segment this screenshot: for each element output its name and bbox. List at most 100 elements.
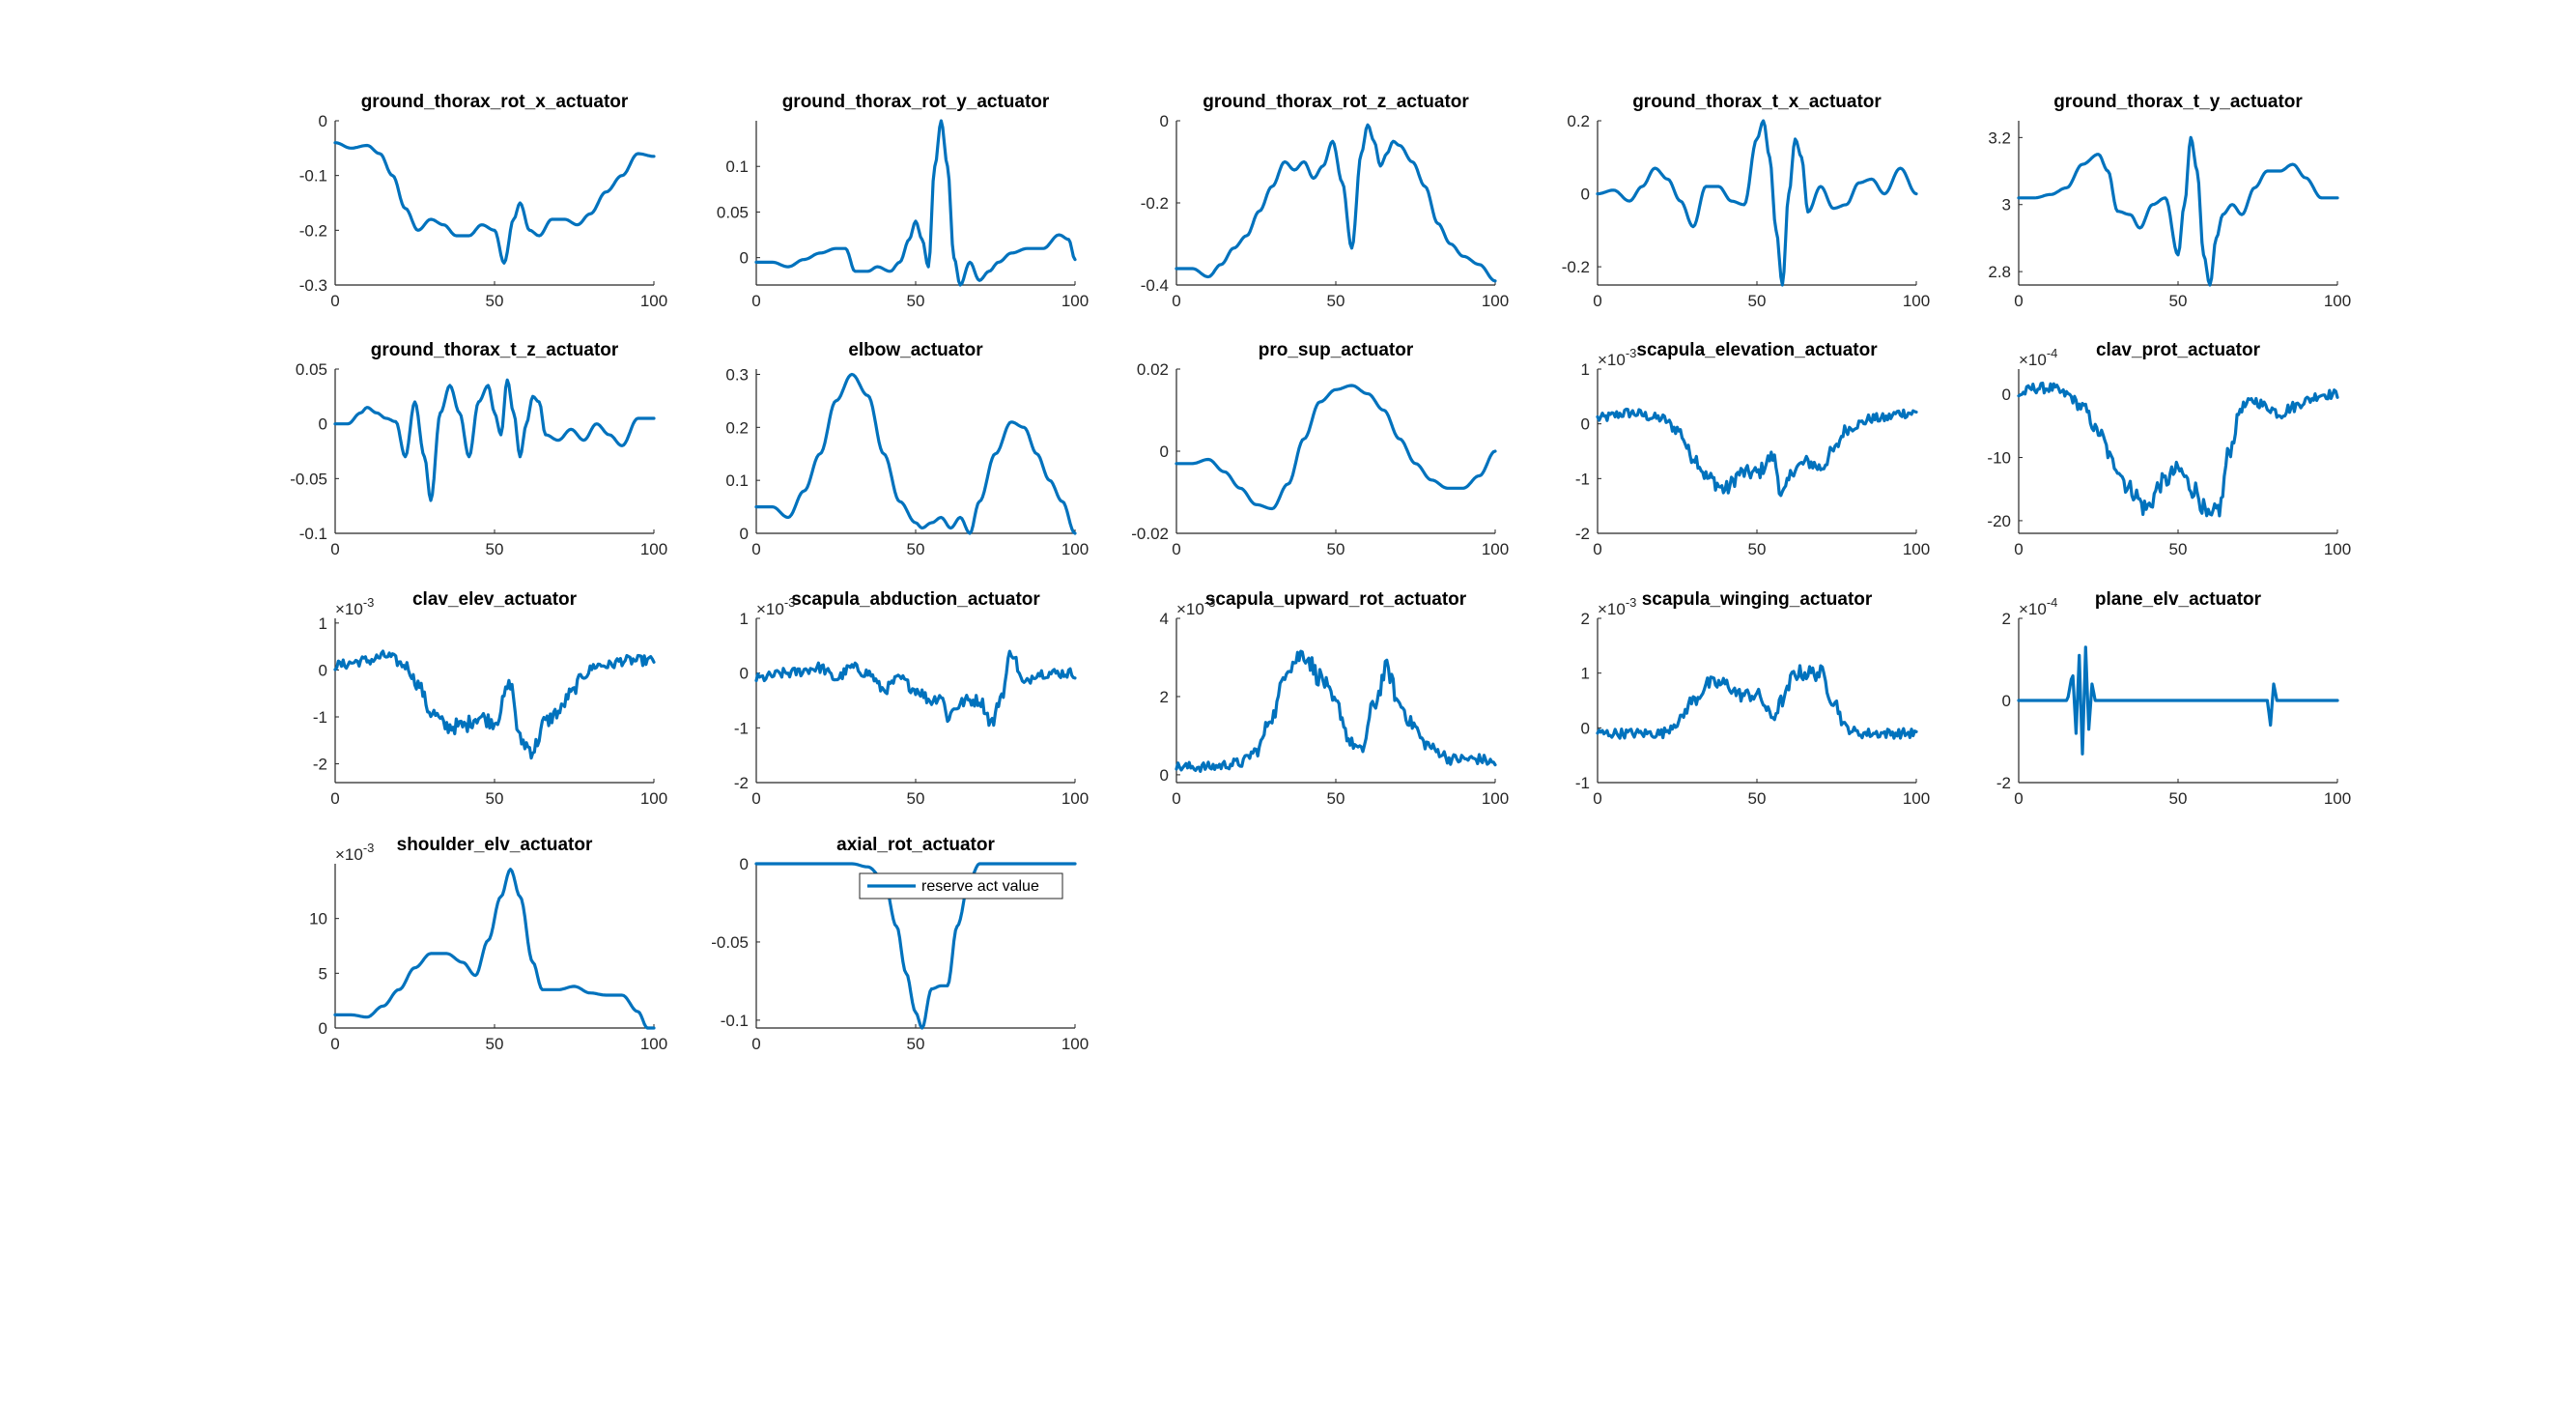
y-tick-label: 0.1 [725,471,749,490]
y-tick-label: 3.2 [1988,129,2011,147]
axis-exponent-label: ×10-3 [1176,595,1215,618]
subplot: ground_thorax_t_z_actuator 0 50 100 -0.1 -0.0… [290,340,667,558]
y-tick-label: 2 [1581,610,1590,628]
subplot: shoulder_elv_actuator 0 50 100 0 5 10 ×10-3 [309,835,667,1053]
x-tick-label: 100 [1903,292,1930,310]
x-tick-label: 100 [1482,540,1509,558]
y-tick-label: 0 [319,1019,327,1038]
x-tick-label: 0 [2014,540,2023,558]
subplot-title: pro_sup_actuator [1259,340,1414,360]
y-tick-label: -0.2 [1141,194,1169,213]
subplot: ground_thorax_t_y_actuator 0 50 100 2.8 3 3.2 [1988,92,2351,310]
y-tick-label: 0.2 [725,418,749,437]
x-tick-label: 100 [2324,540,2351,558]
y-tick-label: -0.02 [1131,525,1169,543]
x-tick-label: 0 [751,1035,760,1053]
y-tick-label: -1 [734,719,749,737]
subplot: clav_elev_actuator 0 50 100 -2 -1 0 1 ×10-3 [313,589,667,808]
series-line [2017,381,2339,518]
subplot: clav_prot_actuator 0 50 100 -20 -10 0 ×10-4 [1987,340,2351,558]
x-tick-label: 50 [1327,292,1345,310]
y-tick-label: 4 [1160,610,1169,628]
x-tick-label: 100 [1903,540,1930,558]
y-tick-label: -1 [313,708,327,727]
x-tick-label: 50 [907,292,925,310]
y-tick-label: 0 [1581,186,1590,204]
y-tick-label: 5 [319,964,327,983]
series-line [333,378,656,502]
subplot-title: scapula_upward_rot_actuator [1205,589,1467,610]
subplot: axial_rot_actuator 0 50 100 -0.1 -0.05 0 reserv… [711,835,1089,1053]
axis-exponent-label: ×10-3 [1598,595,1636,618]
y-tick-label: 0 [319,415,327,434]
y-tick-label: -0.3 [299,276,327,295]
y-tick-label: 1 [740,610,749,628]
x-tick-label: 100 [1062,1035,1089,1053]
x-tick-label: 100 [1062,789,1089,808]
subplot-title: clav_elev_actuator [412,589,578,610]
y-tick-label: 0 [740,855,749,873]
y-tick-label: -0.1 [299,167,327,186]
subplot-title: ground_thorax_rot_z_actuator [1203,92,1469,112]
subplot-title: elbow_actuator [848,340,983,360]
axis-exponent-label: ×10-3 [335,841,374,864]
x-tick-label: 0 [1593,292,1601,310]
y-tick-label: 0 [740,249,749,268]
subplot: scapula_elevation_actuator 0 50 100 -2 -1 0 1 ×1… [1575,340,1930,558]
y-tick-label: 0 [1581,415,1590,434]
y-tick-label: 0 [1581,719,1590,737]
x-tick-label: 100 [640,292,667,310]
y-tick-label: 0 [740,525,749,543]
x-tick-label: 0 [751,789,760,808]
subplot: scapula_upward_rot_actuator 0 50 100 0 2 4 ×10-… [1160,589,1510,808]
subplot-title: ground_thorax_t_z_actuator [371,340,619,360]
x-tick-label: 100 [1482,292,1509,310]
x-tick-label: 0 [751,292,760,310]
axis-exponent-label: ×10-3 [756,595,795,618]
subplot-title: scapula_abduction_actuator [791,589,1040,610]
y-tick-label: 3 [2002,196,2011,214]
x-tick-label: 0 [1593,789,1601,808]
x-tick-label: 50 [1327,540,1345,558]
y-tick-label: -2 [313,756,327,774]
y-tick-label: -0.1 [721,1012,749,1030]
y-tick-label: -0.2 [1562,258,1590,276]
y-tick-label: 0 [319,112,327,130]
x-tick-label: 100 [2324,292,2351,310]
y-tick-label: 0 [1160,112,1169,130]
y-tick-label: -10 [1987,449,2011,468]
subplot: ground_thorax_rot_z_actuator 0 50 100 -0.4 -0… [1141,92,1509,310]
series-line [1175,123,1497,283]
series-line [1175,649,1497,774]
series-line [754,372,1077,535]
x-tick-label: 100 [1482,789,1509,808]
x-tick-label: 0 [751,540,760,558]
y-tick-label: 0.3 [725,365,749,384]
x-tick-label: 50 [907,540,925,558]
y-tick-label: -1 [1575,774,1590,792]
series-line [333,649,656,760]
y-tick-label: 10 [309,910,327,928]
y-tick-label: -0.05 [290,470,327,488]
y-tick-label: -2 [1996,774,2011,792]
x-tick-label: 50 [486,292,504,310]
y-tick-label: 2 [1160,688,1169,706]
series-line [1596,664,1918,740]
x-tick-label: 0 [330,540,339,558]
subplot: scapula_abduction_actuator 0 50 100 -2 -1 0 1 ×1… [734,589,1089,808]
x-tick-label: 50 [486,789,504,808]
x-tick-label: 50 [907,789,925,808]
legend-label: reserve act value [921,878,1039,895]
subplot: elbow_actuator 0 50 100 0 0.1 0.2 0.3 [725,340,1089,558]
y-tick-label: -0.1 [299,525,327,543]
subplot-title: ground_thorax_rot_x_actuator [361,92,629,112]
y-tick-label: -1 [1575,470,1590,488]
series-line [333,868,656,1030]
series-line [754,862,1077,1030]
x-tick-label: 50 [486,1035,504,1053]
x-tick-label: 50 [1748,292,1767,310]
